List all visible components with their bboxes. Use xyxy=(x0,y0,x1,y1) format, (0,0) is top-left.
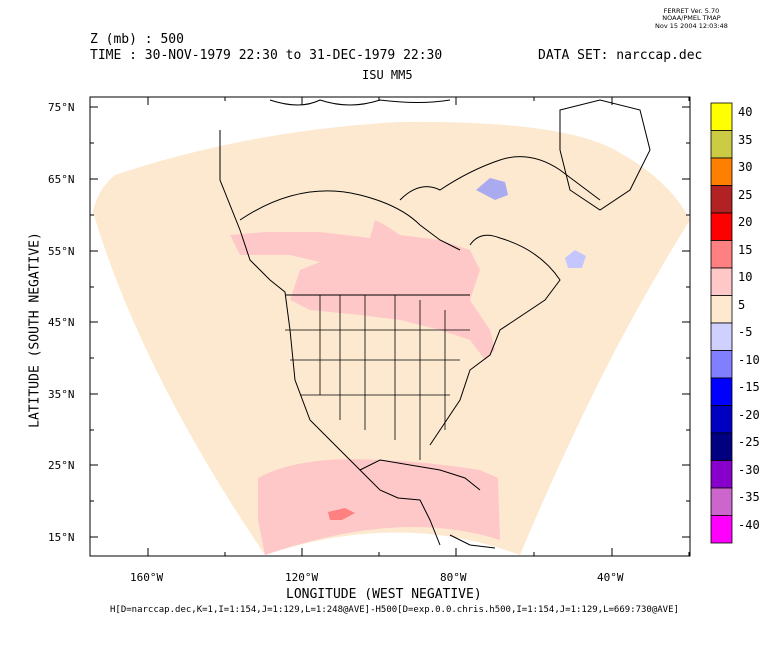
negative-region-hudson xyxy=(476,178,508,200)
y-tick-label: 75°N xyxy=(48,101,75,114)
colorbar-swatch xyxy=(710,295,733,324)
time-range: TIME : 30-NOV-1979 22:30 to 31-DEC-1979 … xyxy=(90,48,443,63)
colorbar-label: 25 xyxy=(738,187,753,202)
colorbar-label: 35 xyxy=(738,132,753,147)
ferret-version: FERRET Ver. 5.70 xyxy=(663,7,720,15)
colorbar-swatch xyxy=(710,405,733,434)
x-tick-label: 80°W xyxy=(440,571,467,584)
x-ticks xyxy=(147,97,690,556)
colorbar-label: -30 xyxy=(738,462,760,477)
colorbar xyxy=(710,102,733,544)
level-label: Z (mb) : 500 xyxy=(90,32,184,47)
colorbar-swatch xyxy=(710,487,733,516)
x-tick-label: 40°W xyxy=(597,571,624,584)
y-tick-label: 15°N xyxy=(48,531,75,544)
colorbar-label: 40 xyxy=(738,105,753,119)
y-ticks xyxy=(90,106,690,538)
colorbar-label: -35 xyxy=(738,490,760,504)
colorbar-label: -5 xyxy=(738,325,753,339)
y-tick-label: 25°N xyxy=(48,459,75,472)
model-name: ISU MM5 xyxy=(362,68,413,82)
plot-frame xyxy=(89,96,691,557)
colorbar-label: 30 xyxy=(738,160,753,174)
colorbar-label: -20 xyxy=(738,407,760,422)
x-tick-label: 160°W xyxy=(130,571,164,584)
colorbar-swatch xyxy=(710,130,733,159)
footer-expression: H[D=narccap.dec,K=1,I=1:154,J=1:129,L=1:… xyxy=(110,605,679,615)
colorbar-swatch xyxy=(710,212,733,241)
colorbar-swatch xyxy=(710,460,733,489)
colorbar-label: 15 xyxy=(738,242,753,257)
colorbar-swatch xyxy=(710,515,733,544)
colorbar-swatch xyxy=(710,377,733,406)
positive-region-south xyxy=(258,459,500,555)
negative-region-labrador xyxy=(565,250,586,268)
colorbar-swatch xyxy=(710,240,733,269)
model-domain xyxy=(93,121,690,555)
y-tick-label: 35°N xyxy=(48,388,75,401)
colorbar-swatch xyxy=(710,157,733,186)
ferret-credit: FERRET Ver. 5.70 NOAA/PMEL TMAP Nov 15 2… xyxy=(655,7,728,30)
coastlines xyxy=(219,99,651,549)
plot-timestamp: Nov 15 2004 12:03:48 xyxy=(655,21,728,30)
colorbar-swatch xyxy=(710,185,733,214)
colorbar-label: -15 xyxy=(738,380,760,394)
colorbar-label: 20 xyxy=(738,215,753,229)
colorbar-label: 5 xyxy=(738,297,746,312)
y-tick-label: 65°N xyxy=(48,173,75,186)
colorbar-swatch xyxy=(710,432,733,461)
colorbar-swatch xyxy=(710,350,733,379)
colorbar-swatch xyxy=(710,102,733,131)
y-axis-title: LATITUDE (SOUTH NEGATIVE) xyxy=(27,232,43,428)
x-tick-label: 120°W xyxy=(285,571,319,584)
x-axis-title: LONGITUDE (WEST NEGATIVE) xyxy=(286,587,482,602)
dataset-label: DATA SET: narccap.dec xyxy=(538,48,703,63)
colorbar-label: -10 xyxy=(738,352,760,367)
colorbar-label: -25 xyxy=(738,435,760,449)
y-tick-label: 55°N xyxy=(48,245,75,258)
peak-region xyxy=(328,508,355,520)
colorbar-swatch xyxy=(710,322,733,351)
colorbar-swatch xyxy=(710,267,733,296)
state-borders xyxy=(285,295,470,460)
y-tick-label: 45°N xyxy=(48,316,75,329)
positive-region-north xyxy=(230,220,495,360)
institution: NOAA/PMEL TMAP xyxy=(662,14,721,23)
colorbar-label: -40 xyxy=(738,517,760,532)
colorbar-label: 10 xyxy=(738,270,753,284)
